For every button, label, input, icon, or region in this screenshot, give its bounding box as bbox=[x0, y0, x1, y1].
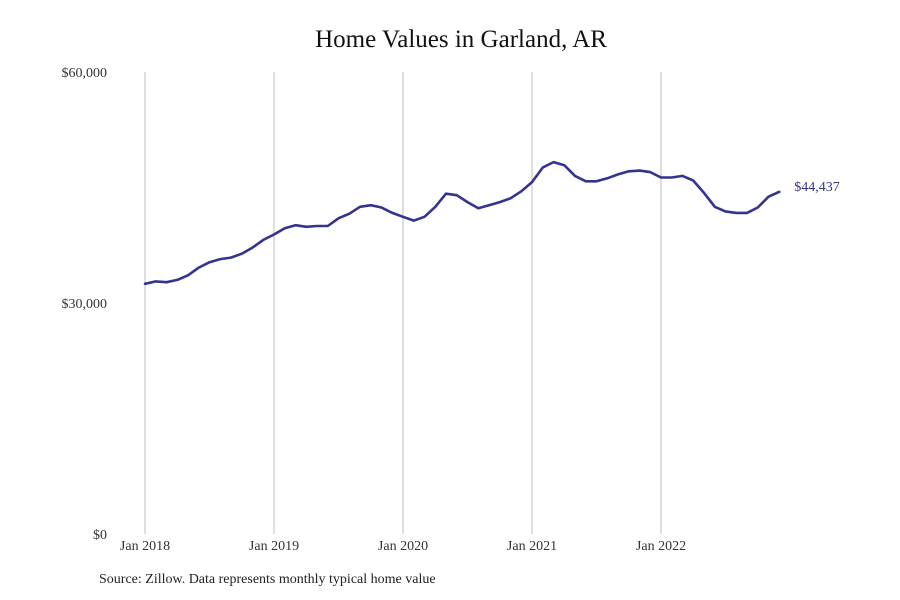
data-point bbox=[714, 206, 716, 208]
data-point bbox=[488, 204, 490, 206]
data-point bbox=[198, 266, 200, 268]
data-point bbox=[155, 280, 157, 282]
series-layer: $44,437 bbox=[143, 160, 840, 286]
data-point bbox=[176, 279, 178, 281]
data-point bbox=[552, 161, 554, 163]
data-point bbox=[445, 193, 447, 195]
data-point bbox=[413, 219, 415, 221]
data-point bbox=[649, 171, 651, 173]
data-point bbox=[628, 170, 630, 172]
data-point bbox=[165, 281, 167, 283]
data-point bbox=[316, 225, 318, 227]
data-point bbox=[391, 212, 393, 214]
data-point bbox=[262, 239, 264, 241]
gridlines bbox=[144, 72, 662, 534]
data-point bbox=[692, 179, 694, 181]
data-point bbox=[477, 207, 479, 209]
data-point bbox=[423, 216, 425, 218]
y-axis-ticks: $0 $30,000 $60,000 bbox=[62, 66, 108, 543]
data-point bbox=[671, 176, 673, 178]
source-note: Source: Zillow. Data represents monthly … bbox=[99, 572, 436, 587]
x-tick-label: Jan 2018 bbox=[120, 539, 170, 554]
y-tick-label: $30,000 bbox=[62, 297, 108, 312]
data-point bbox=[466, 201, 468, 203]
data-point bbox=[434, 206, 436, 208]
y-tick-label: $60,000 bbox=[62, 66, 108, 81]
data-point bbox=[746, 212, 748, 214]
data-point bbox=[724, 210, 726, 212]
data-point bbox=[660, 176, 662, 178]
x-axis-ticks: Jan 2018 Jan 2019 Jan 2020 Jan 2021 Jan 2022 bbox=[120, 539, 686, 554]
data-point bbox=[327, 225, 329, 227]
data-point bbox=[359, 206, 361, 208]
data-point bbox=[520, 190, 522, 192]
data-point bbox=[703, 192, 705, 194]
data-point bbox=[305, 226, 307, 228]
chart-title: Home Values in Garland, AR bbox=[315, 26, 607, 53]
data-point bbox=[187, 274, 189, 276]
data-point bbox=[681, 175, 683, 177]
x-tick-label: Jan 2019 bbox=[249, 539, 299, 554]
data-point bbox=[219, 258, 221, 260]
y-tick-label: $0 bbox=[93, 528, 107, 543]
x-tick-label: Jan 2022 bbox=[636, 539, 686, 554]
data-point bbox=[574, 175, 576, 177]
data-point bbox=[735, 212, 737, 214]
data-point bbox=[241, 253, 243, 255]
data-point bbox=[284, 227, 286, 229]
data-point bbox=[563, 164, 565, 166]
data-point bbox=[208, 261, 210, 263]
data-point bbox=[606, 177, 608, 179]
end-value-label: $44,437 bbox=[794, 180, 840, 195]
data-point bbox=[757, 206, 759, 208]
data-point bbox=[456, 194, 458, 196]
x-tick-label: Jan 2021 bbox=[507, 539, 557, 554]
data-point bbox=[337, 217, 339, 219]
data-point bbox=[380, 206, 382, 208]
data-point bbox=[778, 191, 780, 193]
data-point bbox=[370, 204, 372, 206]
series-line bbox=[143, 160, 781, 286]
data-point bbox=[144, 283, 146, 285]
data-point bbox=[585, 180, 587, 182]
data-point bbox=[638, 169, 640, 171]
data-point bbox=[531, 181, 533, 183]
data-point bbox=[617, 173, 619, 175]
data-point bbox=[251, 246, 253, 248]
data-point bbox=[294, 224, 296, 226]
data-point bbox=[230, 256, 232, 258]
x-tick-label: Jan 2020 bbox=[378, 539, 428, 554]
data-point bbox=[509, 197, 511, 199]
data-point bbox=[767, 196, 769, 198]
data-point bbox=[273, 233, 275, 235]
data-point bbox=[499, 201, 501, 203]
data-point bbox=[595, 180, 597, 182]
data-point bbox=[348, 213, 350, 215]
data-point bbox=[542, 166, 544, 168]
data-point bbox=[402, 216, 404, 218]
